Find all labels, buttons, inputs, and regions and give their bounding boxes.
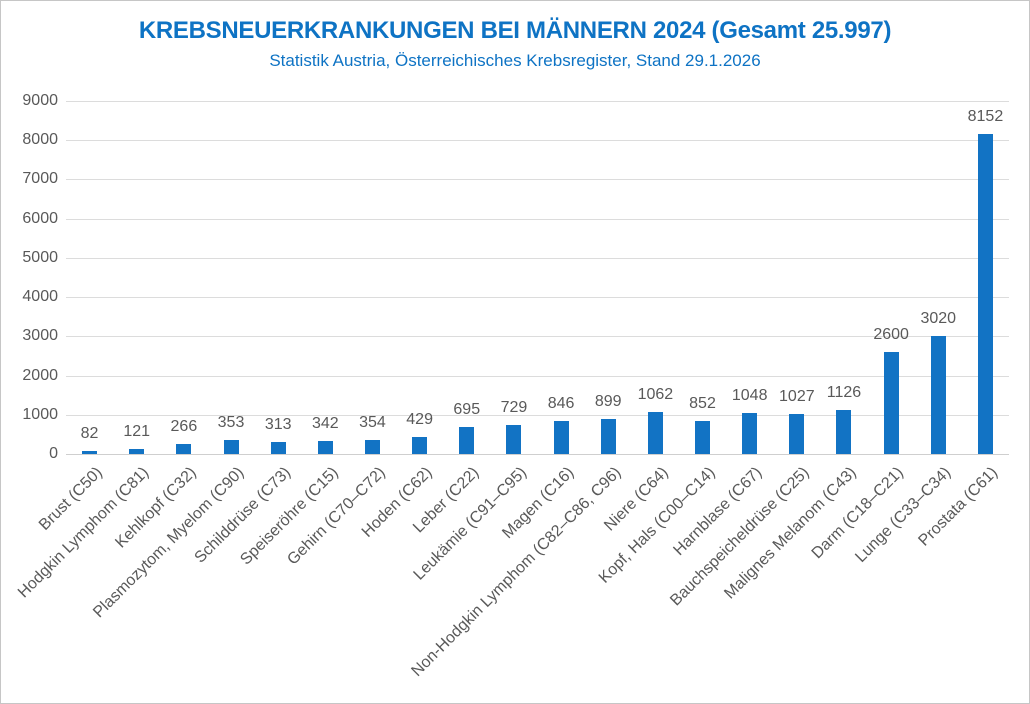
gridline: [66, 101, 1009, 102]
bar: [506, 425, 522, 454]
gridline: [66, 414, 1009, 416]
bar: [930, 335, 946, 454]
bar-value-label: 353: [217, 414, 245, 432]
bar: [270, 441, 286, 454]
bar: [977, 134, 993, 454]
y-tick-label: 0: [49, 445, 58, 462]
gridline: [66, 179, 1009, 181]
chart-subtitle: Statistik Austria, Österreichisches Kreb…: [269, 51, 761, 70]
chart-title: KREBSNEUERKRANKUNGEN BEI MÄNNERN 2024 (G…: [138, 17, 892, 44]
bar-value-label: 1062: [637, 386, 674, 404]
y-tick-label: 2000: [22, 366, 58, 384]
bar-value-label: 313: [264, 415, 292, 433]
bar-value-label: 82: [80, 424, 99, 442]
bar: [459, 426, 475, 454]
bar: [836, 409, 852, 454]
bar-value-label: 695: [453, 400, 481, 418]
y-tick-label: 4000: [22, 288, 58, 306]
bar-value-label: 3020: [920, 309, 957, 327]
bar-value-label: 121: [123, 423, 151, 441]
gridline: [66, 336, 1009, 338]
bar-value-label: 266: [170, 417, 198, 435]
bar: [129, 449, 145, 454]
gridline: [66, 257, 1009, 259]
y-tick-label: 7000: [22, 170, 58, 188]
bar: [82, 450, 98, 454]
bar: [883, 352, 899, 454]
bar-value-label: 342: [311, 414, 339, 432]
bar: [412, 437, 428, 454]
bar: [364, 440, 380, 454]
gridline: [66, 218, 1009, 220]
y-tick-label: 5000: [22, 248, 58, 266]
bar: [600, 418, 616, 454]
bar: [223, 440, 239, 454]
gridline: [66, 297, 1009, 299]
y-tick-label: 3000: [22, 327, 58, 345]
bar-value-label: 899: [594, 392, 622, 410]
y-tick-label: 8000: [22, 131, 58, 149]
y-tick-label: 9000: [22, 92, 58, 109]
gridline: [66, 140, 1009, 142]
gridline: [66, 454, 1009, 455]
bar-value-label: 1027: [779, 387, 815, 405]
bar-value-label: 429: [406, 411, 433, 429]
bar: [647, 412, 663, 454]
y-tick-label: 1000: [22, 405, 58, 423]
gridline: [66, 375, 1009, 377]
bar-value-label: 729: [500, 399, 528, 417]
bar-value-label: 846: [547, 394, 575, 412]
bar: [553, 420, 569, 454]
bar: [789, 413, 805, 454]
bar-value-label: 8152: [967, 108, 1004, 126]
bar-value-label: 2600: [873, 326, 909, 344]
bar: [317, 440, 333, 454]
y-tick-label: 6000: [22, 209, 58, 227]
bar: [695, 420, 711, 454]
bar-value-label: 354: [359, 414, 386, 432]
bar: [176, 443, 192, 454]
bar-value-label: 1126: [826, 383, 862, 401]
bar-value-label: 852: [689, 394, 716, 412]
bar: [742, 412, 758, 454]
bar-value-label: 1048: [731, 386, 768, 404]
